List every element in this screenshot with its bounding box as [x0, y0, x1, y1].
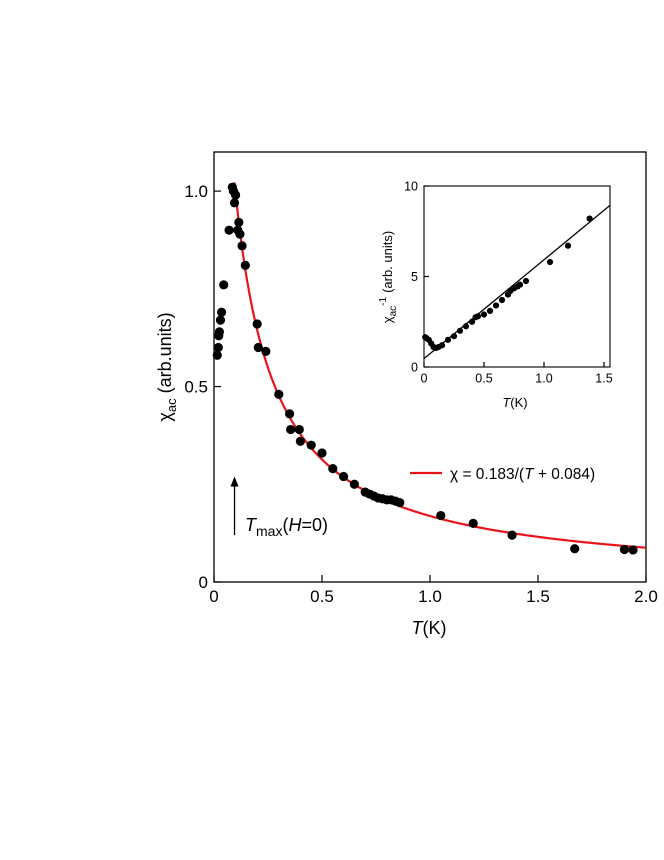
inset-x-tick-label: 0.5: [475, 372, 492, 386]
data-point: [234, 217, 244, 227]
inset-y-tick-label: 10: [404, 179, 418, 193]
data-point: [274, 389, 284, 399]
main-x-tick-label: 2.0: [634, 587, 658, 606]
inset-data-point: [486, 307, 494, 314]
data-point: [285, 409, 295, 419]
data-point: [317, 448, 327, 458]
main-y-label-unit: (arb.units): [155, 312, 175, 393]
inset-y-tick-label: 5: [411, 270, 418, 284]
data-point: [219, 280, 229, 290]
data-point: [468, 518, 478, 528]
main-data-points: [212, 182, 638, 555]
main-x-ticks: 0 0.5 1.0 1.5 2.0: [209, 575, 658, 606]
tmax-annotation: Tmax(H=0): [230, 476, 328, 539]
data-point: [240, 260, 250, 270]
inset-data-point: [516, 281, 524, 288]
main-y-tick-label: 0: [199, 573, 208, 592]
inset-data-point: [586, 215, 593, 222]
data-point: [214, 327, 224, 337]
inset-x-axis-label: T(K): [502, 395, 527, 410]
data-point: [507, 530, 517, 540]
data-point: [216, 307, 227, 317]
inset-data-point: [462, 323, 470, 330]
inset-data-point: [474, 313, 482, 320]
inset-data-points: [422, 215, 593, 352]
data-point: [215, 315, 226, 325]
data-point: [294, 424, 304, 435]
data-point: [619, 544, 630, 555]
inset-x-tick-label: 0: [421, 372, 428, 386]
main-y-tick-label: 1.0: [184, 182, 208, 201]
inset-x-tick-label: 1.5: [595, 372, 612, 386]
data-point: [235, 229, 245, 239]
inset-data-point: [450, 333, 458, 340]
data-point: [237, 241, 247, 251]
main-y-label-symbol: χ: [155, 412, 175, 422]
data-point: [224, 225, 234, 235]
main-x-tick-label: 0.5: [310, 587, 334, 606]
data-point: [252, 319, 262, 329]
main-x-tick-label: 1.5: [526, 587, 550, 606]
legend-fit-label: χ = 0.183/(T + 0.084): [450, 466, 595, 483]
main-x-label-symbol: T: [412, 618, 425, 638]
data-point: [253, 342, 263, 353]
inset-data-point: [492, 302, 500, 309]
main-y-label-sub: ac: [164, 398, 179, 412]
tmax-label: Tmax(H=0): [245, 515, 328, 539]
main-x-tick-label: 0: [209, 587, 218, 606]
inset-data-point: [456, 327, 464, 334]
data-point: [212, 350, 222, 360]
inset-data-point: [480, 311, 488, 318]
inset-data-point: [438, 342, 446, 349]
inset-data-point: [468, 318, 476, 325]
data-point: [213, 342, 223, 353]
inset-data-point: [498, 296, 506, 304]
inset-y-ticks: 0 5 10: [404, 179, 429, 374]
data-point: [306, 440, 316, 450]
inset-y-tick-label: 0: [411, 360, 418, 374]
main-x-axis-label: T(K): [412, 618, 447, 638]
inset-y-axis-label: χac-1(arb. units): [378, 231, 399, 323]
data-point: [436, 510, 446, 521]
inset-plot: 0 0.5 1.0 1.5 0 5 10 χac-1(arb. units) T(K): [378, 179, 613, 410]
inset-data-point: [546, 258, 554, 266]
data-point: [286, 424, 296, 435]
tmax-arrow-head: [230, 476, 239, 487]
inset-data-point: [522, 277, 530, 285]
data-point: [349, 479, 359, 489]
inset-x-tick-label: 1.0: [535, 372, 552, 386]
inset-x-ticks: 0 0.5 1.0 1.5: [421, 362, 613, 386]
inset-plot-frame: [423, 185, 611, 368]
main-y-tick-label: 0.5: [184, 377, 208, 396]
data-point: [328, 464, 338, 474]
main-x-tick-label: 1.0: [418, 587, 442, 606]
main-plot: 0 0.5 1.0 1.5 2.0 0 0.5 1.0 χac (arb.units) T(K…: [155, 151, 658, 638]
data-point: [628, 545, 638, 555]
data-point: [295, 436, 305, 446]
data-point: [395, 498, 405, 508]
main-y-axis-label: χac (arb.units): [155, 312, 179, 421]
data-point: [339, 471, 349, 482]
legend: χ = 0.183/(T + 0.084): [410, 466, 595, 483]
data-point: [570, 544, 580, 554]
inset-fit-line: [423, 204, 611, 360]
inset-data-point: [564, 242, 572, 249]
inset-data-point: [444, 336, 452, 343]
data-point: [261, 346, 271, 356]
data-point: [229, 198, 240, 208]
data-point: [231, 190, 241, 200]
main-y-ticks: 0 0.5 1.0: [184, 182, 221, 592]
main-x-label-unit: (K): [423, 618, 447, 638]
